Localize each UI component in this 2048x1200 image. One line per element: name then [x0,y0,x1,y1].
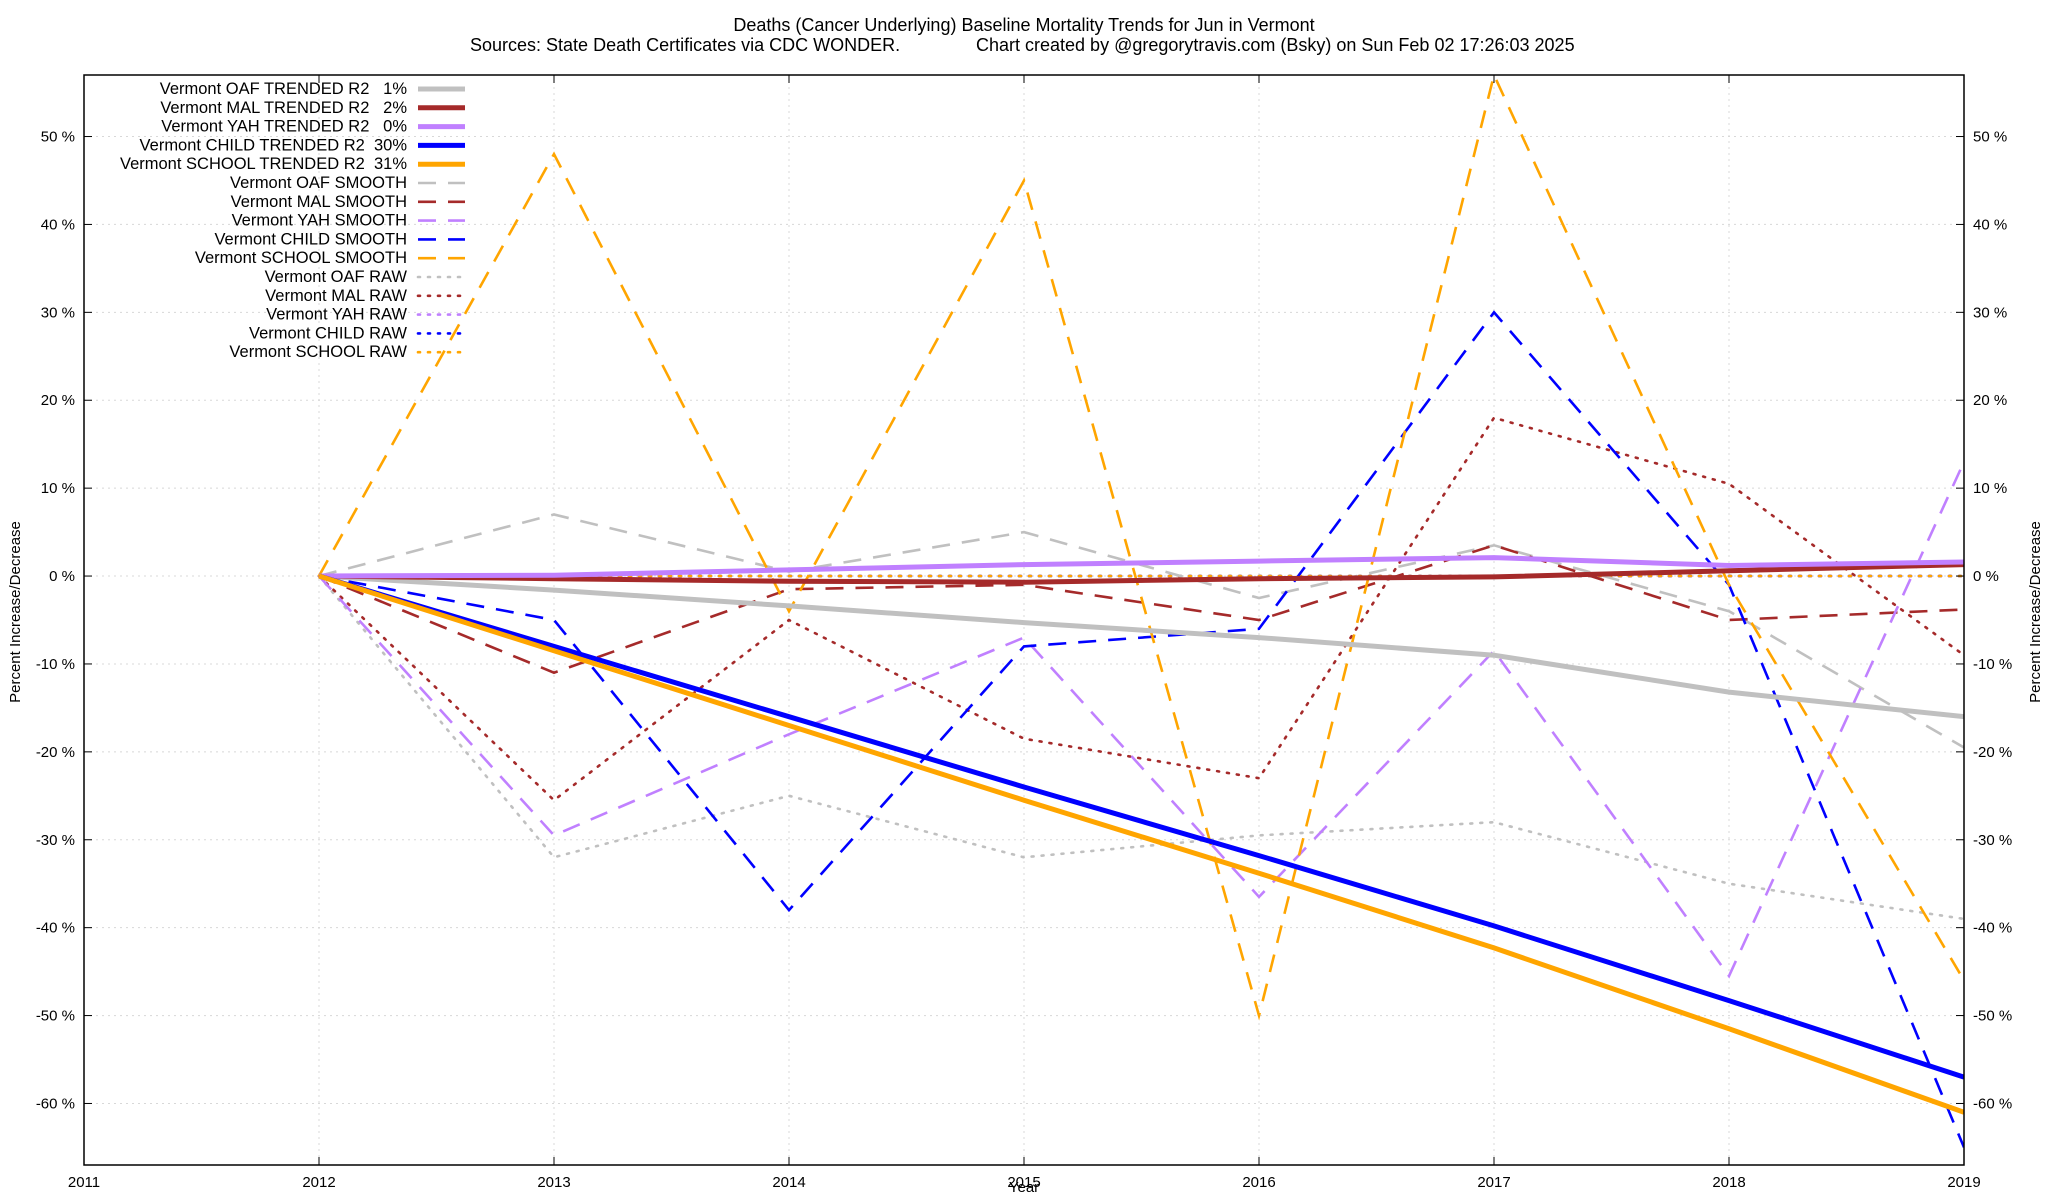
y-tick-label-left: -40 % [36,920,75,937]
grid-layer [83,75,1965,1165]
series-line-vermont-child-trended-r2-30 [318,573,1964,1080]
series-line-vermont-child-smooth [318,310,1964,1148]
tick-layer: 2011 2012 2013 2014 2015 2016 2017 2018 2019 50 %… [36,75,2012,1191]
legend-label-vermont-school-trended-r2-31: Vermont SCHOOL TRENDED R2 31% [120,155,407,173]
y-tick-label-left: -10 % [36,656,75,673]
x-tick-label: 2015 [1007,1174,1040,1191]
chart-subtitle-source: Sources: State Death Certificates via CD… [470,35,900,55]
y-axis-label-left: Percent Increase/Decrease [7,521,24,703]
y-tick-label-left: -30 % [36,832,75,849]
series-line-vermont-oaf-raw [317,574,1964,921]
chart-title: Deaths (Cancer Underlying) Baseline Mort… [733,15,1314,35]
legend-label-vermont-child-raw: Vermont CHILD RAW [249,324,407,342]
y-tick-label-right: 30 % [1973,304,2007,321]
y-tick-label-left: 10 % [41,480,75,497]
legend-label-vermont-mal-raw: Vermont MAL RAW [265,287,407,305]
legend: Vermont OAF TRENDED R2 1%Vermont MAL TRE… [120,80,467,361]
y-tick-label-right: -30 % [1973,832,2012,849]
y-tick-label-left: 50 % [41,129,75,146]
legend-label-vermont-oaf-smooth: Vermont OAF SMOOTH [230,174,407,192]
series-line-vermont-yah-smooth [318,461,1964,979]
x-tick-label: 2012 [302,1174,335,1191]
legend-label-vermont-child-trended-r2-30: Vermont CHILD TRENDED R2 30% [140,136,408,154]
y-tick-label-right: 0 % [1973,568,1999,585]
series-line-vermont-school-trended-r2-31 [318,573,1964,1115]
x-tick-label: 2013 [537,1174,570,1191]
y-tick-label-left: -20 % [36,744,75,761]
x-tick-label: 2019 [1947,1174,1980,1191]
legend-label-vermont-school-smooth: Vermont SCHOOL SMOOTH [195,249,407,267]
y-tick-label-right: -40 % [1973,920,2012,937]
legend-label-vermont-mal-trended-r2-2: Vermont MAL TRENDED R2 2% [160,99,407,117]
legend-label-vermont-yah-raw: Vermont YAH RAW [266,306,407,324]
y-tick-label-right: -60 % [1973,1095,2012,1112]
y-tick-label-right: 10 % [1973,480,2007,497]
y-tick-label-right: -20 % [1973,744,2012,761]
series-line-vermont-school-smooth [317,75,1964,1021]
chart-subtitle-credit: Chart created by @gregorytravis.com (Bsk… [976,35,1575,55]
y-tick-label-right: -50 % [1973,1008,2012,1025]
legend-label-vermont-mal-smooth: Vermont MAL SMOOTH [231,193,407,211]
series-line-vermont-mal-trended-r2-2 [318,562,1964,585]
y-tick-label-right: -10 % [1973,656,2012,673]
series-line-vermont-yah-trended-r2-0 [318,555,1964,579]
x-tick-label: 2017 [1477,1174,1510,1191]
x-tick-label: 2016 [1242,1174,1275,1191]
legend-label-vermont-yah-smooth: Vermont YAH SMOOTH [232,212,407,230]
x-tick-label: 2018 [1712,1174,1745,1191]
legend-label-vermont-school-raw: Vermont SCHOOL RAW [229,343,407,361]
legend-label-vermont-yah-trended-r2-0: Vermont YAH TRENDED R2 0% [161,118,407,136]
series-line-vermont-oaf-trended-r2-1 [318,573,1964,720]
y-tick-label-left: 40 % [41,216,75,233]
y-tick-label-left: 30 % [41,304,75,321]
y-axis-label-right: Percent Increase/Decrease [2027,521,2044,703]
y-tick-label-right: 40 % [1973,216,2007,233]
y-tick-label-left: -60 % [36,1095,75,1112]
y-tick-label-left: 0 % [49,568,75,585]
y-tick-label-left: 20 % [41,392,75,409]
legend-label-vermont-child-smooth: Vermont CHILD SMOOTH [214,230,407,248]
y-tick-label-right: 20 % [1973,392,2007,409]
legend-label-vermont-oaf-trended-r2-1: Vermont OAF TRENDED R2 1% [160,80,408,98]
legend-label-vermont-oaf-raw: Vermont OAF RAW [265,268,408,286]
x-tick-label: 2011 [68,1174,100,1191]
x-tick-label: 2014 [772,1174,805,1191]
x-axis-label: Year [1009,1179,1039,1196]
y-tick-label-right: 50 % [1973,129,2007,146]
series-layer [317,75,1964,1148]
y-tick-label-left: -50 % [36,1008,75,1025]
